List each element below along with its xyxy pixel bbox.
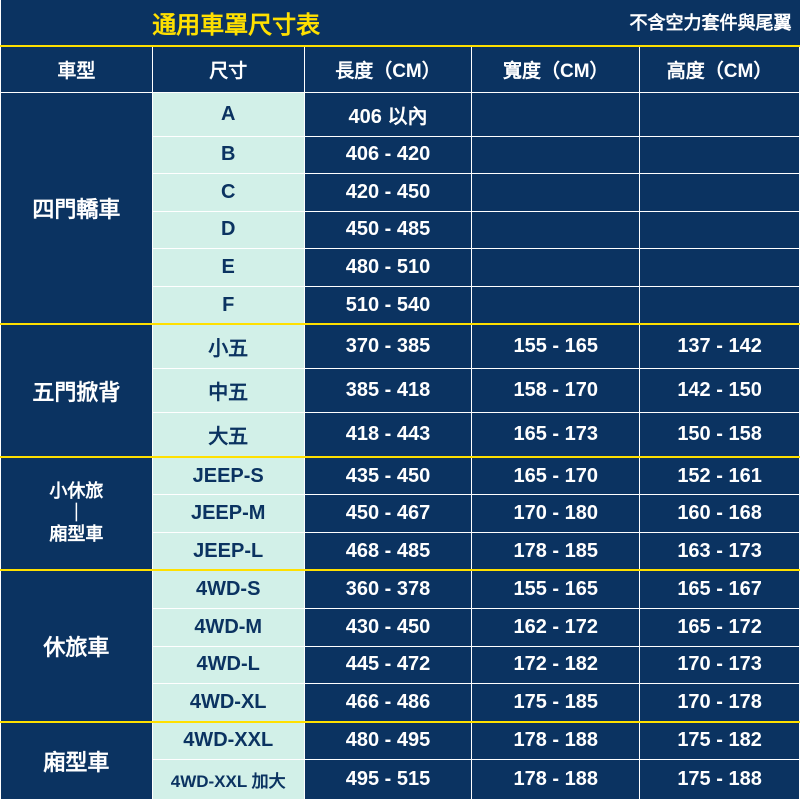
table-subtitle: 不含空力套件與尾翼 xyxy=(472,0,800,46)
value-cell xyxy=(640,249,800,287)
size-cell: E xyxy=(152,249,304,287)
value-cell xyxy=(640,92,800,136)
size-cell: 大五 xyxy=(152,412,304,456)
value-cell: 137 - 142 xyxy=(640,324,800,368)
value-cell: 165 - 172 xyxy=(640,609,800,647)
category-cell: 四門轎車 xyxy=(1,92,153,324)
value-cell xyxy=(472,92,640,136)
value-cell: 170 - 180 xyxy=(472,495,640,533)
title-row: 通用車罩尺寸表 不含空力套件與尾翼 xyxy=(1,0,800,46)
value-cell: 510 - 540 xyxy=(304,286,472,324)
value-cell: 163 - 173 xyxy=(640,532,800,570)
value-cell xyxy=(472,136,640,174)
size-cell: F xyxy=(152,286,304,324)
value-cell: 175 - 188 xyxy=(640,760,800,800)
category-cell: 五門掀背 xyxy=(1,324,153,456)
value-cell: 385 - 418 xyxy=(304,369,472,413)
col-header: 長度（CM） xyxy=(304,46,472,92)
value-cell: 165 - 173 xyxy=(472,412,640,456)
value-cell: 420 - 450 xyxy=(304,174,472,212)
size-cell: 4WD-M xyxy=(152,609,304,647)
value-cell: 178 - 188 xyxy=(472,722,640,760)
value-cell: 370 - 385 xyxy=(304,324,472,368)
value-cell: 406 以內 xyxy=(304,92,472,136)
size-cell: 4WD-XL xyxy=(152,684,304,722)
size-cell: 4WD-S xyxy=(152,570,304,608)
value-cell: 430 - 450 xyxy=(304,609,472,647)
table-row: 休旅車 4WD-S 360 - 378 155 - 165 165 - 167 xyxy=(1,570,800,608)
value-cell: 406 - 420 xyxy=(304,136,472,174)
col-header: 寬度（CM） xyxy=(472,46,640,92)
header-row: 車型 尺寸 長度（CM） 寬度（CM） 高度（CM） xyxy=(1,46,800,92)
value-cell: 450 - 467 xyxy=(304,495,472,533)
size-cell: 中五 xyxy=(152,369,304,413)
category-cell: 小休旅 ｜ 廂型車 xyxy=(1,457,153,571)
category-line: ｜ xyxy=(7,503,146,525)
value-cell: 155 - 165 xyxy=(472,324,640,368)
value-cell: 170 - 173 xyxy=(640,646,800,684)
value-cell: 360 - 378 xyxy=(304,570,472,608)
value-cell xyxy=(640,174,800,212)
value-cell: 175 - 182 xyxy=(640,722,800,760)
value-cell: 165 - 170 xyxy=(472,457,640,495)
value-cell: 480 - 495 xyxy=(304,722,472,760)
size-cell: A xyxy=(152,92,304,136)
size-table: 通用車罩尺寸表 不含空力套件與尾翼 車型 尺寸 長度（CM） 寬度（CM） 高度… xyxy=(0,0,800,800)
value-cell xyxy=(640,211,800,249)
col-header: 車型 xyxy=(1,46,153,92)
value-cell: 175 - 185 xyxy=(472,684,640,722)
table-row: 五門掀背 小五 370 - 385 155 - 165 137 - 142 xyxy=(1,324,800,368)
category-cell: 休旅車 xyxy=(1,570,153,721)
value-cell: 468 - 485 xyxy=(304,532,472,570)
value-cell: 170 - 178 xyxy=(640,684,800,722)
size-cell: C xyxy=(152,174,304,212)
table-row: 小休旅 ｜ 廂型車 JEEP-S 435 - 450 165 - 170 152… xyxy=(1,457,800,495)
size-cell: JEEP-S xyxy=(152,457,304,495)
value-cell: 142 - 150 xyxy=(640,369,800,413)
value-cell: 172 - 182 xyxy=(472,646,640,684)
size-cell: 4WD-XXL xyxy=(152,722,304,760)
size-chart-table: 通用車罩尺寸表 不含空力套件與尾翼 車型 尺寸 長度（CM） 寬度（CM） 高度… xyxy=(0,0,800,800)
value-cell: 466 - 486 xyxy=(304,684,472,722)
size-cell: D xyxy=(152,211,304,249)
value-cell xyxy=(472,211,640,249)
value-cell: 162 - 172 xyxy=(472,609,640,647)
value-cell: 178 - 185 xyxy=(472,532,640,570)
value-cell: 150 - 158 xyxy=(640,412,800,456)
table-title: 通用車罩尺寸表 xyxy=(1,0,472,46)
value-cell: 178 - 188 xyxy=(472,760,640,800)
value-cell xyxy=(472,286,640,324)
col-header: 高度（CM） xyxy=(640,46,800,92)
value-cell xyxy=(640,286,800,324)
value-cell: 495 - 515 xyxy=(304,760,472,800)
size-cell: 小五 xyxy=(152,324,304,368)
col-header: 尺寸 xyxy=(152,46,304,92)
value-cell xyxy=(472,249,640,287)
value-cell: 165 - 167 xyxy=(640,570,800,608)
value-cell xyxy=(472,174,640,212)
category-line: 小休旅 xyxy=(7,481,146,503)
size-cell: JEEP-M xyxy=(152,495,304,533)
value-cell: 158 - 170 xyxy=(472,369,640,413)
size-cell: 4WD-L xyxy=(152,646,304,684)
size-cell: B xyxy=(152,136,304,174)
value-cell: 445 - 472 xyxy=(304,646,472,684)
value-cell xyxy=(640,136,800,174)
table-row: 廂型車 4WD-XXL 480 - 495 178 - 188 175 - 18… xyxy=(1,722,800,760)
value-cell: 450 - 485 xyxy=(304,211,472,249)
table-row: 四門轎車 A 406 以內 xyxy=(1,92,800,136)
size-cell: JEEP-L xyxy=(152,532,304,570)
size-cell: 4WD-XXL 加大 xyxy=(152,760,304,800)
value-cell: 160 - 168 xyxy=(640,495,800,533)
category-line: 廂型車 xyxy=(7,524,146,546)
value-cell: 152 - 161 xyxy=(640,457,800,495)
value-cell: 480 - 510 xyxy=(304,249,472,287)
value-cell: 418 - 443 xyxy=(304,412,472,456)
category-cell: 廂型車 xyxy=(1,722,153,800)
value-cell: 155 - 165 xyxy=(472,570,640,608)
value-cell: 435 - 450 xyxy=(304,457,472,495)
